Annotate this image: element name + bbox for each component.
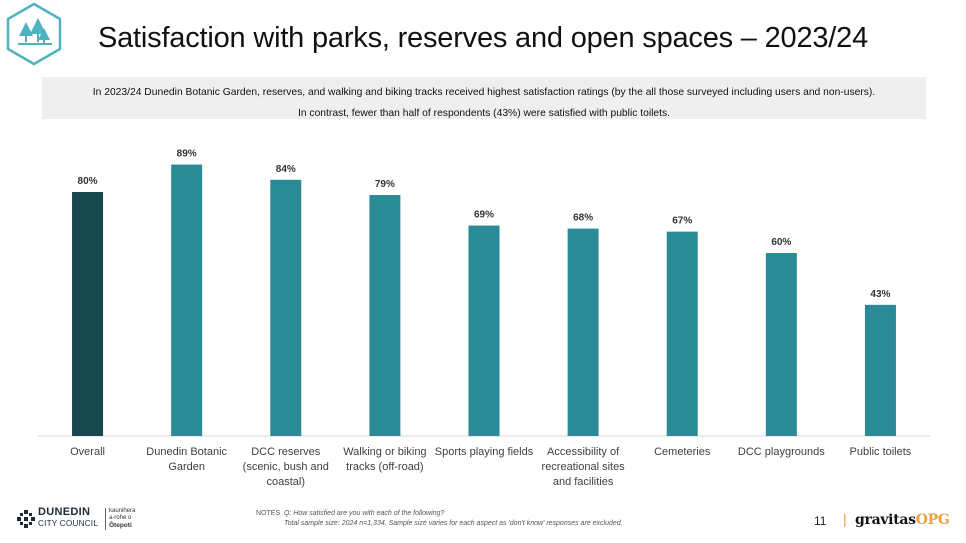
dcc-maori-2: a-rohe o [109,515,132,521]
trees-hexagon-icon [6,2,62,66]
category-label: Cemeteries [654,446,711,458]
category-label: tracks (off-road) [346,461,423,473]
dcc-logo: DUNEDIN CITY COUNCIL kaunihera a-rohe o Ō… [16,506,136,532]
category-label: DCC playgrounds [738,446,825,458]
category-label: (scenic, bush and [243,461,329,473]
notes-question: Q: How satisfied are you with each of th… [284,510,445,517]
dcc-maori-1: kaunihera [109,508,136,514]
bar [666,231,698,436]
bar [567,228,599,436]
category-label: Overall [70,446,105,458]
bar [369,195,401,436]
category-label: coastal) [267,476,306,488]
footer-separator: | [843,511,847,527]
category-label: Public toilets [850,446,912,458]
bar [765,253,797,436]
bar [864,304,896,436]
category-label: and facilities [553,476,614,488]
page-number: 11 [814,514,827,528]
data-label: 68% [573,213,593,224]
bar [171,164,203,437]
gravitas-logo: gravitasOPG [855,512,950,528]
brand-accent: OPG [915,512,950,528]
bar [72,192,104,436]
dcc-emblem-icon [17,510,35,528]
category-label: Sports playing fields [435,446,534,458]
dcc-maori: kaunihera a-rohe o Ōtepoti [109,508,135,530]
bar [468,225,500,436]
category-label: Walking or biking [343,446,426,458]
notes-sample: Total sample size: 2024 n=1,334. Sample … [284,520,623,527]
data-label: 43% [870,289,890,300]
data-label: 60% [771,237,791,248]
category-label: Garden [168,461,205,473]
summary-line-2: In contrast, fewer than half of responde… [297,108,671,119]
satisfaction-bar-chart: 80% Overall 89% Dunedin Botanic Garden 84% DCC… [38,149,930,488]
dcc-name: DUNEDIN [38,506,91,518]
category-label: recreational sites [542,461,626,473]
category-label: Dunedin Botanic [146,446,227,458]
data-label: 67% [672,216,692,227]
dcc-divider [105,508,106,530]
data-label: 84% [276,164,296,175]
category-label: DCC reserves [251,446,321,458]
page-title: Satisfaction with parks, reserves and op… [97,22,869,54]
brand-main: gravitas [855,512,916,528]
notes-label: NOTES [256,510,281,517]
bar [270,179,302,437]
dcc-sub: CITY COUNCIL [38,519,99,528]
data-label: 80% [78,176,98,187]
summary-box: In 2023/24 Dunedin Botanic Garden, reser… [42,77,926,119]
notes: NOTES Q: How satisfied are you with each … [256,509,623,529]
data-label: 79% [375,179,395,190]
dcc-maori-3: Ōtepoti [109,522,132,529]
data-label: 89% [177,149,197,160]
data-label: 69% [474,210,494,221]
category-label: Accessibility of [547,446,620,458]
summary-line-1: In 2023/24 Dunedin Botanic Garden, reser… [92,87,876,98]
